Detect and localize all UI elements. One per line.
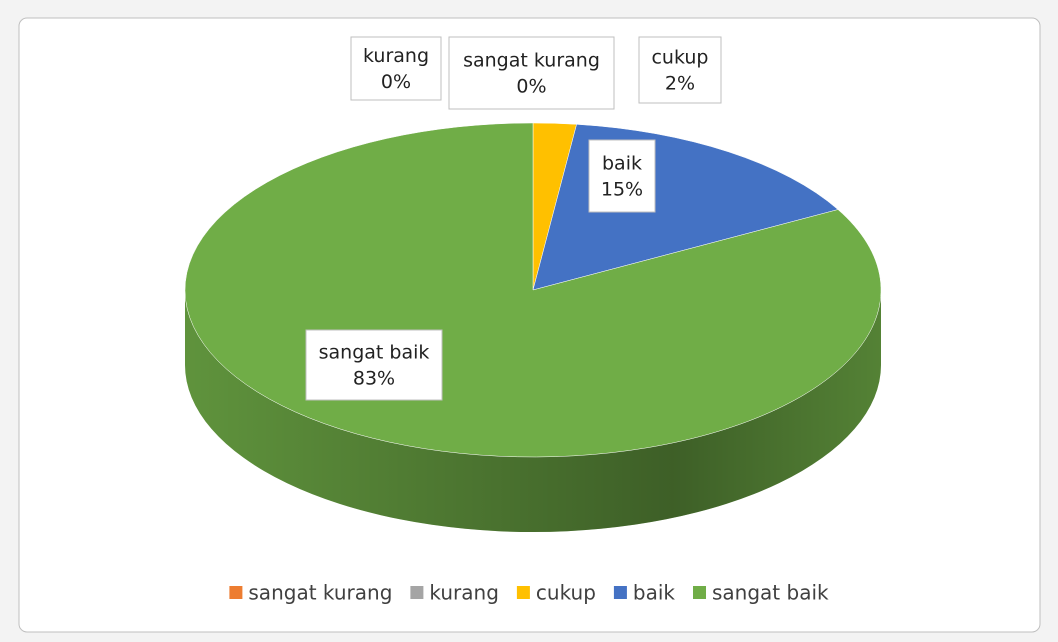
data-label-value: 0% (516, 76, 546, 98)
data-label-box (588, 139, 656, 213)
data-label-category: sangat kurang (463, 50, 600, 72)
legend-swatch (410, 586, 424, 599)
data-label-category: baik (602, 153, 642, 175)
legend-label: sangat baik (712, 581, 829, 605)
data-label-box (350, 36, 442, 101)
data-label-value: 15% (601, 179, 643, 201)
legend-swatch (693, 586, 707, 599)
data-label-category: sangat baik (319, 342, 430, 364)
data-label-box (638, 36, 722, 104)
legend-label: kurang (429, 581, 499, 605)
data-label-value: 83% (353, 368, 395, 390)
data-label-value: 0% (381, 71, 411, 93)
data-label-box (448, 36, 615, 110)
legend-swatch (516, 586, 530, 599)
plot: sangat kurang 0% kurang 0% cukup 2% baik 15% san… (184, 36, 882, 532)
slice-side-shade (185, 290, 881, 532)
legend: sangat kurang kurang cukup baik sangat baik (229, 581, 829, 605)
legend-label: baik (633, 581, 676, 605)
data-label-category: kurang (363, 45, 429, 67)
data-label-box (305, 329, 443, 401)
data-label-value: 2% (665, 73, 695, 95)
data-label-category: cukup (651, 47, 708, 69)
legend-label: sangat kurang (248, 581, 392, 605)
legend-swatch (613, 586, 627, 599)
legend-swatch (229, 586, 243, 599)
legend-label: cukup (536, 581, 596, 605)
